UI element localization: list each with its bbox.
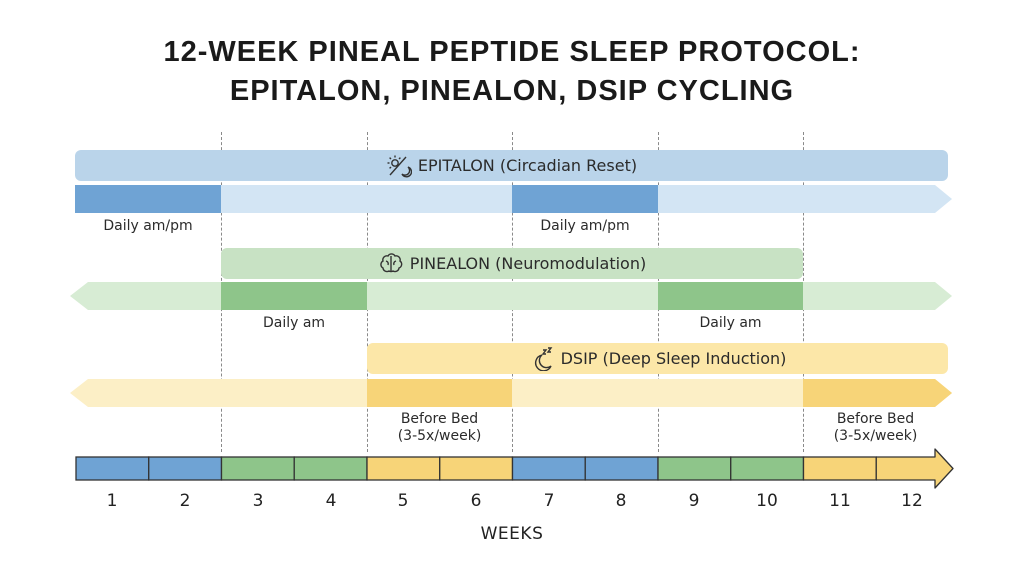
week-number: 8 (615, 491, 627, 511)
week-cell (293, 456, 368, 481)
dsip-dose-label: Before Bed (3-5x/week) (397, 411, 482, 444)
week-cell (584, 456, 659, 481)
pinealon-arrow-track (70, 282, 952, 310)
week-cell (802, 456, 877, 481)
pinealon-lane-header: PINEALON (Neuromodulation) (221, 248, 803, 279)
brain-icon (378, 252, 404, 276)
dsip-dose-label: Before Bed (3-5x/week) (833, 411, 918, 444)
week-number: 2 (179, 491, 191, 511)
week-cell (148, 456, 223, 481)
epitalon-lane-title: EPITALON (Circadian Reset) (417, 156, 638, 175)
week-number: 12 (901, 491, 923, 511)
dsip-active-block (935, 379, 952, 407)
week-number: 10 (756, 491, 778, 511)
epitalon-dose-label: Daily am/pm (540, 218, 630, 234)
diagram-title-line-2: EPITALON, PINEALON, DSIP CYCLING (229, 75, 795, 107)
pinealon-active-block (658, 282, 803, 310)
pinealon-dose-label: Daily am (699, 315, 762, 331)
week-cell (439, 456, 514, 481)
week-number: 1 (106, 491, 118, 511)
pinealon-lane-title: PINEALON (Neuromodulation) (409, 254, 647, 273)
week-cell (730, 456, 805, 481)
dsip-lane-title: DSIP (Deep Sleep Induction) (560, 349, 787, 368)
week-number: 6 (470, 491, 482, 511)
week-cell (366, 456, 441, 481)
dsip-lane-header: DSIP (Deep Sleep Induction) (367, 343, 948, 374)
week-cell (75, 456, 150, 481)
week-cell (657, 456, 732, 481)
week-number: 11 (829, 491, 851, 511)
sleep-moon-icon (529, 346, 555, 371)
week-cell-arrow (875, 448, 954, 489)
epitalon-dose-label: Daily am/pm (103, 218, 193, 234)
weeks-axis-label: WEEKS (480, 524, 544, 544)
epitalon-active-block (512, 185, 658, 213)
epitalon-active-block (75, 185, 221, 213)
week-number: 7 (543, 491, 555, 511)
dsip-active-block (803, 379, 935, 407)
sun-moon-icon (386, 154, 412, 178)
pinealon-active-block (221, 282, 367, 310)
week-number: 5 (397, 491, 409, 511)
week-number: 3 (252, 491, 264, 511)
epitalon-lane-header: EPITALON (Circadian Reset) (75, 150, 948, 181)
pinealon-dose-label: Daily am (262, 315, 326, 331)
week-number: 4 (325, 491, 337, 511)
dsip-active-block (367, 379, 512, 407)
week-number: 9 (688, 491, 700, 511)
week-cell (220, 456, 295, 481)
diagram-title-line-1: 12-WEEK PINEAL PEPTIDE SLEEP PROTOCOL: (163, 36, 861, 68)
week-cell (511, 456, 586, 481)
